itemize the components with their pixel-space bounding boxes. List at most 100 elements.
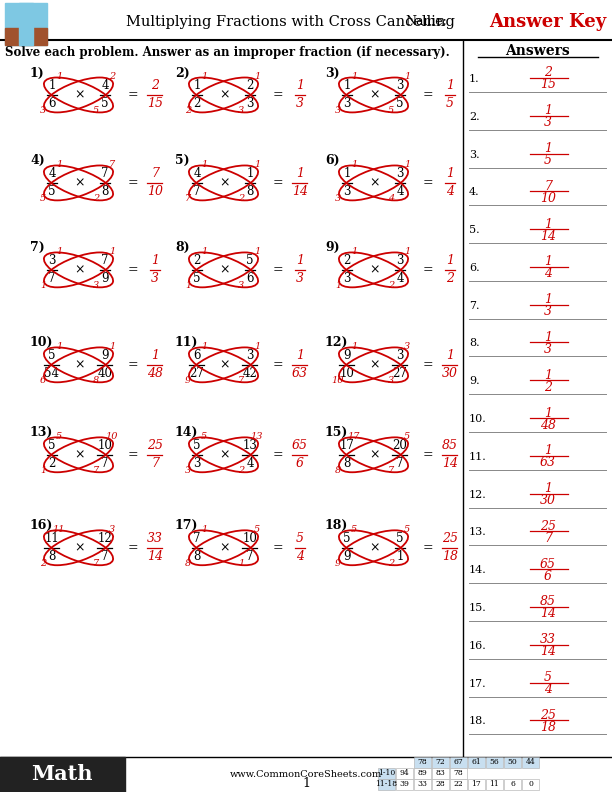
Text: 5.: 5. [469,225,480,235]
Text: 3: 3 [343,272,351,285]
Text: =: = [273,89,283,101]
Text: 15.: 15. [469,603,487,613]
Text: 8: 8 [48,550,56,563]
Text: =: = [273,448,283,461]
Text: 14: 14 [147,550,163,563]
Text: 11-18: 11-18 [375,780,398,788]
Bar [450,756,467,767]
Text: 2: 2 [193,97,201,110]
Text: ×: × [370,264,380,276]
Text: 1: 1 [544,482,552,495]
Text: 6): 6) [325,154,340,167]
Text: 1: 1 [296,79,304,93]
Bar [5,3,47,45]
Text: 6.: 6. [469,263,480,273]
Text: 6: 6 [544,569,552,583]
Text: 7: 7 [193,185,201,199]
Bar [396,779,413,790]
Text: 1: 1 [351,342,357,352]
Text: 5: 5 [101,97,109,110]
Text: 18: 18 [540,721,556,733]
Bar [396,767,413,779]
Text: 2: 2 [544,381,552,394]
Text: 7: 7 [544,180,552,192]
Text: 5: 5 [48,440,56,452]
Text: 10: 10 [332,376,344,386]
Text: 8): 8) [175,242,190,254]
Bar [450,779,467,790]
Text: ×: × [75,177,85,189]
Text: 72: 72 [436,758,446,766]
Text: 2: 2 [185,106,191,116]
Text: 1: 1 [544,369,552,382]
Text: 5: 5 [48,185,56,199]
Text: 4: 4 [296,550,304,563]
Text: 78: 78 [417,758,427,766]
Text: 16): 16) [30,520,53,532]
Text: 5: 5 [544,154,552,167]
Text: ×: × [370,89,380,101]
Text: =: = [273,541,283,554]
Text: 2: 2 [238,194,244,204]
Text: 5: 5 [343,532,351,545]
Text: 1: 1 [351,161,357,169]
Text: 3: 3 [93,281,99,291]
Text: 4: 4 [544,268,552,280]
Text: 11): 11) [175,337,198,349]
Text: 7: 7 [185,194,191,204]
Text: 78: 78 [453,769,463,777]
Text: Math: Math [31,763,93,783]
Text: 7: 7 [48,272,56,285]
Text: 1): 1) [30,67,45,79]
Bar [504,779,521,790]
Bar [450,767,467,779]
Text: =: = [423,177,433,189]
Text: 4: 4 [48,167,56,181]
Text: 7: 7 [101,550,109,563]
Text: 1: 1 [446,349,454,363]
Text: 17): 17) [175,520,198,532]
Text: 9: 9 [101,349,109,363]
Bar [414,756,431,767]
Text: 3: 3 [343,185,351,199]
Text: 85: 85 [442,440,458,452]
Text: 3: 3 [544,343,552,356]
Text: =: = [128,89,138,101]
Text: 44: 44 [526,758,536,766]
Text: ×: × [370,541,380,554]
Text: 2: 2 [93,194,99,204]
Text: 1: 1 [343,79,351,93]
Text: 10): 10) [30,337,53,349]
Text: 7: 7 [388,466,394,475]
Text: 25: 25 [540,520,556,533]
Text: ×: × [220,177,230,189]
Text: 15: 15 [540,78,556,91]
Bar [486,756,503,767]
Text: 5: 5 [93,106,99,116]
Text: ×: × [220,541,230,554]
Text: 27: 27 [190,367,204,380]
Text: Answer Key: Answer Key [489,13,606,31]
Text: 4: 4 [446,185,454,199]
Text: 12): 12) [325,337,348,349]
Text: 48: 48 [147,367,163,380]
Text: 1: 1 [446,254,454,268]
Text: 7: 7 [109,161,115,169]
Text: 10: 10 [242,532,258,545]
Text: 1: 1 [56,247,62,257]
Bar [378,767,395,779]
Text: 56: 56 [490,758,499,766]
Text: 2: 2 [40,559,46,568]
Text: 5: 5 [296,532,304,545]
Text: 3: 3 [343,97,351,110]
Bar [522,756,539,767]
Text: 7: 7 [101,254,109,268]
Text: 1: 1 [404,72,410,82]
Text: 1: 1 [193,79,201,93]
Text: 6: 6 [193,349,201,363]
Text: 5: 5 [56,432,62,441]
Text: 2: 2 [388,281,394,291]
Text: 3: 3 [396,167,404,181]
Text: 1: 1 [446,79,454,93]
Text: 6: 6 [40,376,46,386]
